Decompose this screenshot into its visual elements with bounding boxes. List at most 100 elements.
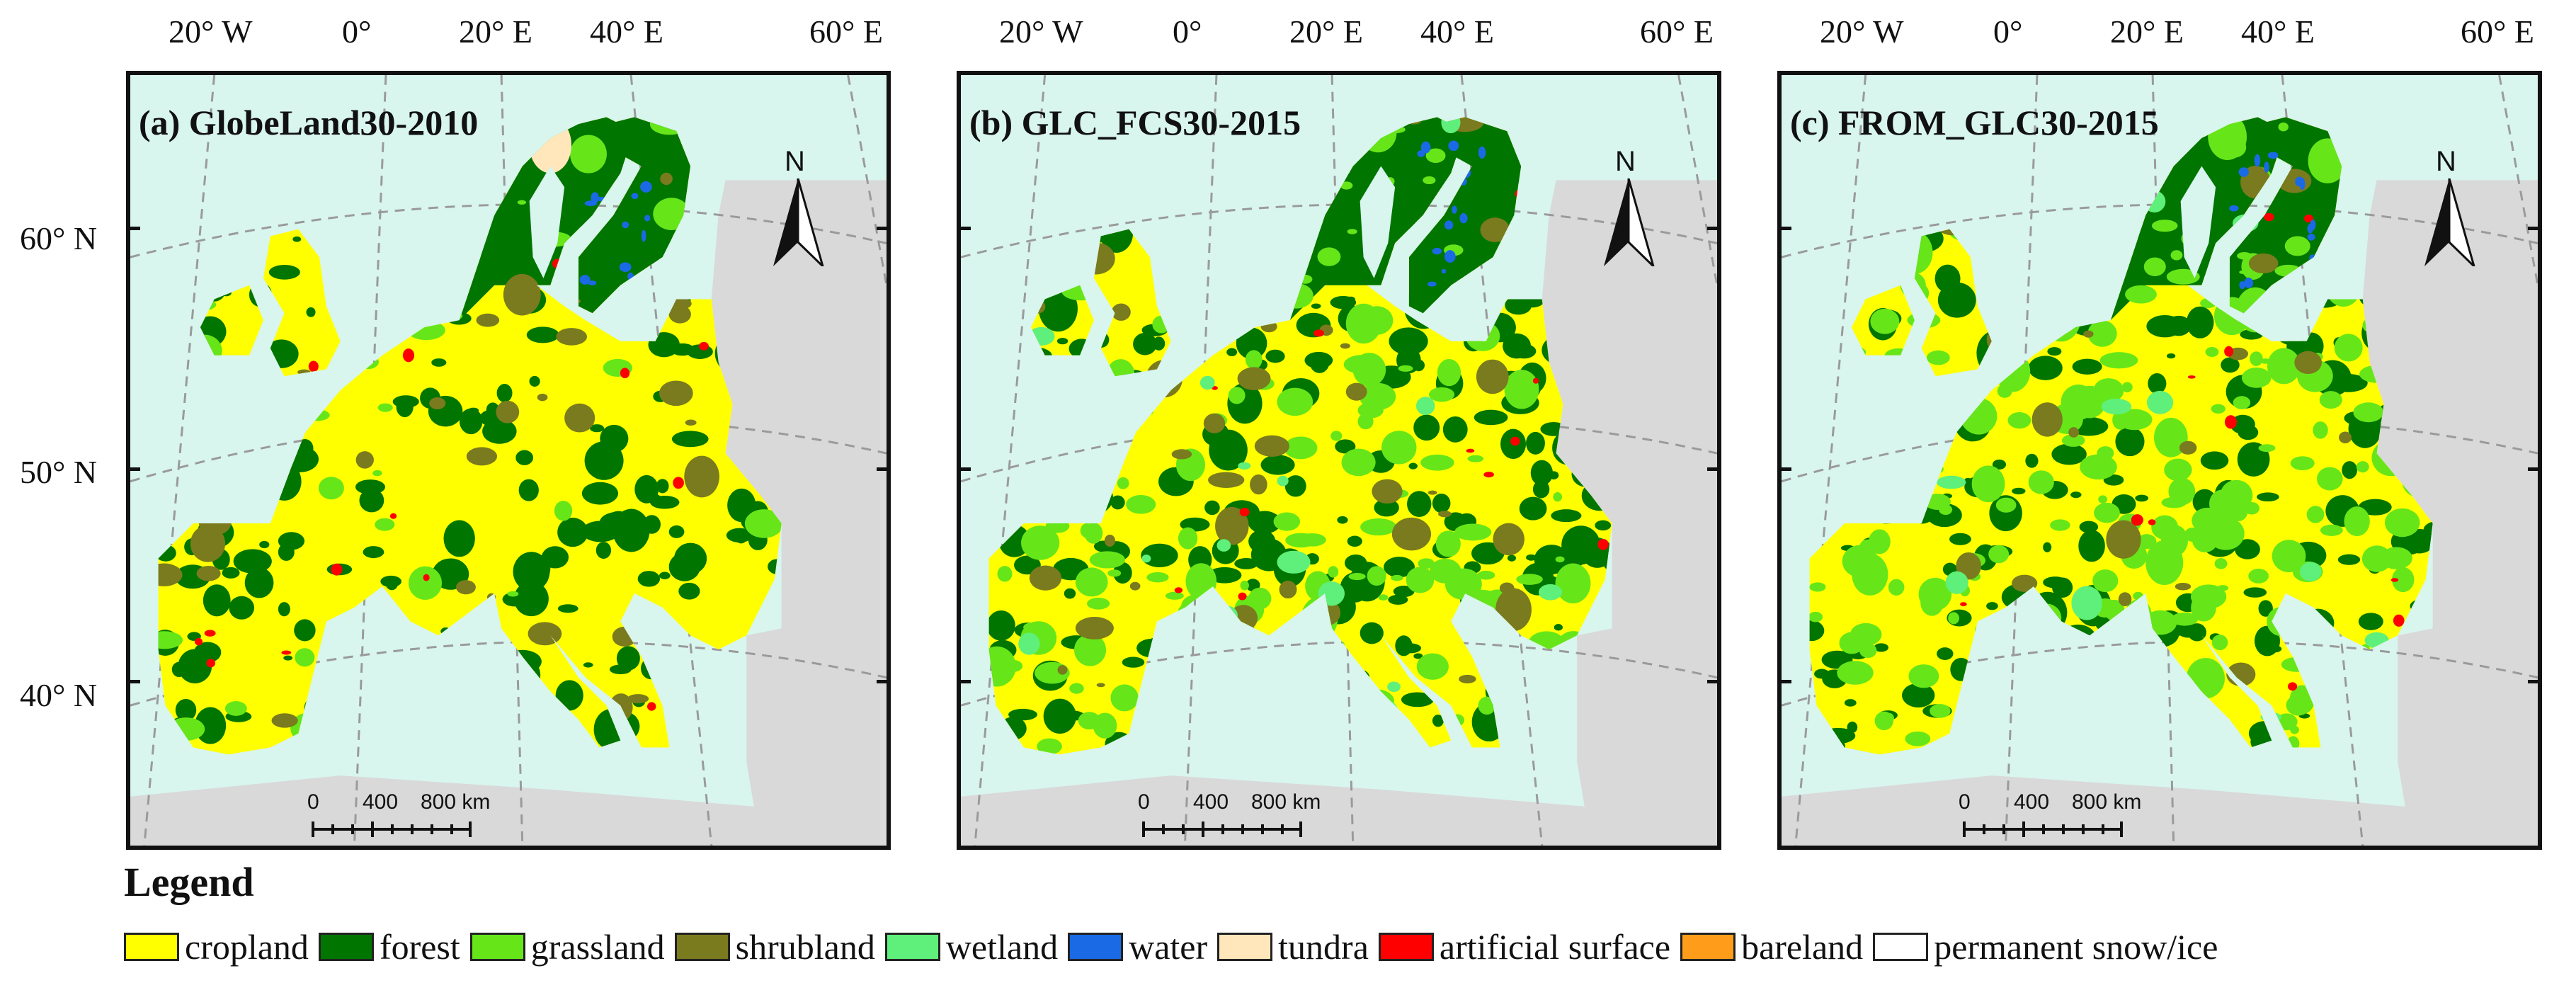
legend-swatch	[1680, 933, 1736, 961]
scale-bar-graphic	[312, 821, 472, 837]
legend-item: artificial surface	[1378, 926, 1671, 967]
panel-title: (a) GlobeLand30-2010	[139, 103, 479, 142]
legend-item: shrubland	[674, 926, 875, 967]
outside-land	[2362, 180, 2538, 706]
axis-tick	[2528, 467, 2542, 471]
north-arrow-icon	[1604, 178, 1655, 266]
scale-tick-label: 0	[1959, 790, 1971, 814]
legend-label: forest	[379, 927, 460, 967]
north-arrow: N	[766, 146, 830, 266]
north-label: N	[785, 146, 805, 177]
legend-label: permanent snow/ice	[1934, 927, 2218, 967]
north-arrow: N	[2417, 146, 2481, 266]
north-arrow-icon	[773, 178, 824, 266]
longitude-label: 20° E	[459, 13, 532, 50]
longitude-label: 20° E	[1289, 13, 1363, 50]
baltic-sea	[2180, 166, 2216, 278]
legend: cropland forest grassland shrubland wetland w…	[124, 926, 2228, 967]
axis-tick	[126, 467, 140, 471]
outside-land	[1541, 180, 1717, 706]
legend-swatch	[884, 933, 940, 961]
legend-label: cropland	[185, 927, 309, 967]
outside-land	[746, 607, 887, 846]
legend-label: bareland	[1741, 927, 1864, 967]
outside-land	[1577, 607, 1717, 846]
axis-tick	[957, 227, 971, 230]
longitude-label: 20° W	[1820, 13, 1904, 50]
axis-tick	[1777, 680, 1791, 683]
legend-item: forest	[318, 926, 460, 967]
scale-tick-label: 0	[307, 790, 319, 814]
axis-tick	[877, 467, 891, 471]
north-arrow-icon	[2424, 178, 2475, 266]
legend-label: water	[1129, 927, 1208, 967]
longitude-label: 20° W	[999, 13, 1083, 50]
axis-tick	[957, 467, 971, 471]
longitude-label: 20° E	[2110, 13, 2184, 50]
north-arrow: N	[1597, 146, 1660, 266]
axis-tick	[1707, 467, 1721, 471]
axis-tick	[1777, 227, 1791, 230]
baltic-sea	[529, 166, 565, 278]
longitude-label: 60° E	[1640, 13, 1714, 50]
map-panel-a: (a) GlobeLand30-2010 N 0 400 800 km	[126, 71, 891, 850]
north-label: N	[2436, 146, 2456, 177]
axis-tick	[957, 680, 971, 683]
latitude-label: 50° N	[20, 454, 98, 490]
axis-tick	[2528, 227, 2542, 230]
longitude-label: 20° W	[169, 13, 253, 50]
legend-label: wetland	[945, 927, 1059, 967]
scale-tick-label: 800 km	[1251, 790, 1321, 814]
scale-tick-label: 800 km	[421, 790, 491, 814]
scale-tick-label: 800 km	[2072, 790, 2142, 814]
scale-tick-label: 0	[1138, 790, 1150, 814]
scale-bar-graphic	[1963, 821, 2123, 837]
axis-tick	[1777, 467, 1791, 471]
land-cover-map	[1782, 75, 2538, 846]
longitude-label: 40° E	[1420, 13, 1494, 50]
longitude-label: 60° E	[2461, 13, 2534, 50]
land-cover-map	[130, 75, 887, 846]
latitude-label: 60° N	[20, 220, 98, 256]
baltic-sea	[1360, 166, 1396, 278]
legend-swatch	[318, 933, 374, 961]
land-cover-map	[961, 75, 1717, 846]
axis-tick	[126, 227, 140, 230]
axis-tick	[1707, 680, 1721, 683]
legend-swatch	[469, 933, 525, 961]
longitude-label: 60° E	[809, 13, 883, 50]
scale-bar: 0 400 800 km	[307, 790, 548, 846]
outside-land	[711, 180, 887, 706]
legend-label: artificial surface	[1439, 927, 1671, 967]
panel-title: (b) GLC_FCS30-2015	[969, 103, 1301, 142]
longitude-label: 0°	[1993, 13, 2023, 50]
axis-tick	[877, 680, 891, 683]
axis-tick	[877, 227, 891, 230]
legend-label: shrubland	[735, 927, 875, 967]
legend-label: grassland	[530, 927, 665, 967]
latitude-label: 40° N	[20, 677, 98, 713]
legend-title: Legend	[124, 859, 254, 905]
legend-label: tundra	[1278, 927, 1369, 967]
scale-bar-graphic	[1142, 821, 1302, 837]
legend-swatch	[1217, 933, 1273, 961]
map-panel-c: (c) FROM_GLC30-2015 N 0 400 800 km	[1777, 71, 2542, 850]
scale-bar: 0 400 800 km	[1138, 790, 1379, 846]
scale-tick-label: 400	[1193, 790, 1229, 814]
axis-tick	[2528, 680, 2542, 683]
north-label: N	[1615, 146, 1636, 177]
longitude-label: 0°	[342, 13, 372, 50]
legend-swatch	[1873, 933, 1929, 961]
legend-swatch	[1378, 933, 1434, 961]
legend-item: wetland	[884, 926, 1059, 967]
legend-item: permanent snow/ice	[1873, 926, 2218, 967]
map-panel-b: (b) GLC_FCS30-2015 N 0 400 800 km	[957, 71, 1721, 850]
axis-tick	[1707, 227, 1721, 230]
legend-item: tundra	[1217, 926, 1369, 967]
legend-item: grassland	[469, 926, 665, 967]
outside-land	[2398, 607, 2538, 846]
longitude-label: 40° E	[2241, 13, 2315, 50]
legend-swatch	[124, 933, 179, 961]
scale-bar: 0 400 800 km	[1959, 790, 2199, 846]
